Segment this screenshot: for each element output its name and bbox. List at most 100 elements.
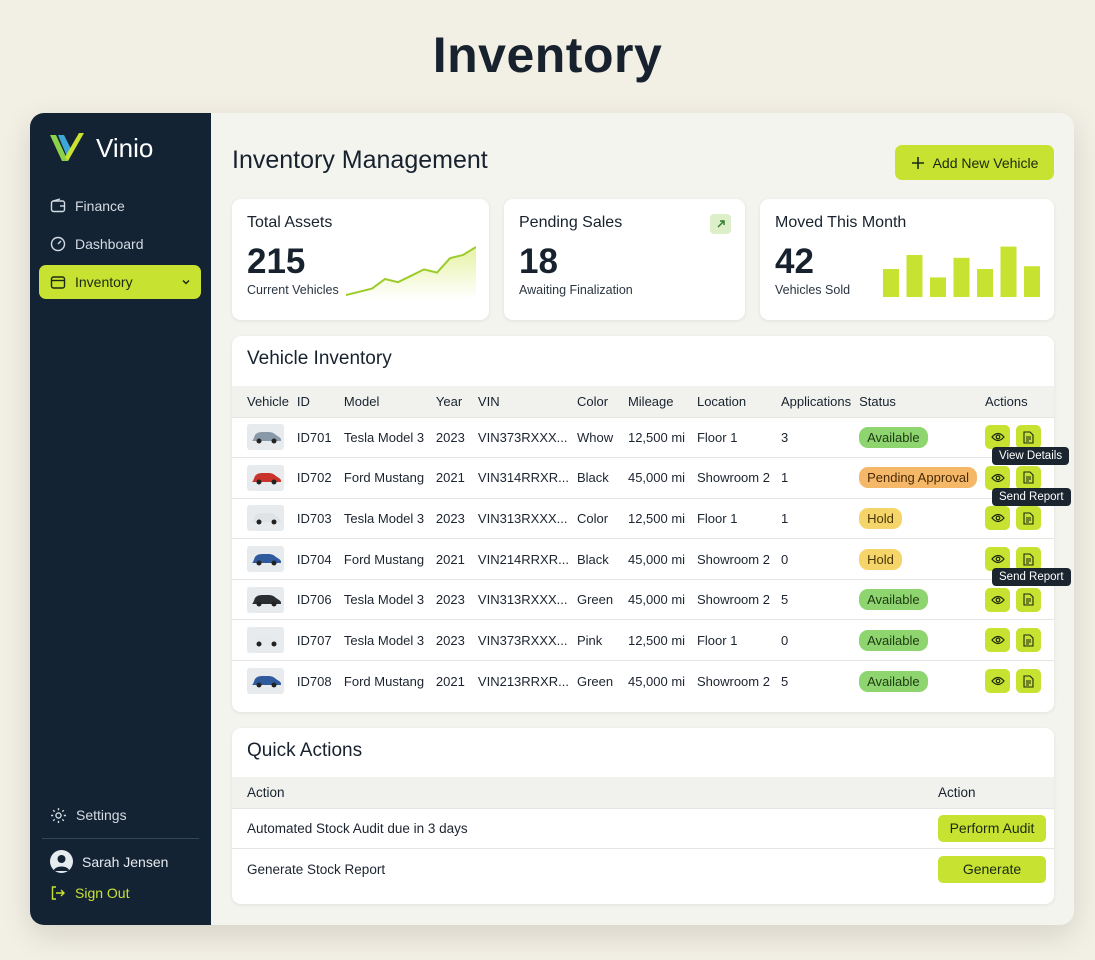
tooltip-send-report: Send Report: [992, 488, 1071, 506]
send-report-button[interactable]: [1016, 669, 1041, 694]
vehicle-thumb-cell: [232, 619, 289, 661]
cell-vin: VIN214RRXR...: [469, 538, 569, 580]
table-row[interactable]: ID708 Ford Mustang 2021 VIN213RRXR... Green 4…: [232, 660, 1054, 702]
view-details-button[interactable]: [985, 425, 1010, 450]
vehicle-thumb-cell: [232, 538, 289, 580]
cell-vin: VIN373RXXX...: [469, 416, 569, 458]
cell-id: ID706: [288, 578, 336, 620]
quick-action-cell: Generate: [930, 848, 1054, 890]
table-row[interactable]: ID701 Tesla Model 3 2023 VIN373RXXX... Whow 1…: [232, 416, 1054, 458]
add-vehicle-button[interactable]: Add New Vehicle: [895, 145, 1054, 180]
generate-button[interactable]: Generate: [938, 855, 1046, 883]
car-image: [247, 424, 284, 451]
vehicle-thumb-cell: [232, 660, 289, 702]
col-vin: VIN: [469, 386, 569, 417]
brand[interactable]: Vinio: [48, 131, 153, 165]
car-image: [247, 668, 284, 695]
table-row[interactable]: ID704 Ford Mustang 2021 VIN214RRXR... Black 4…: [232, 538, 1054, 580]
col-model: Model: [335, 386, 428, 417]
table-row[interactable]: ID706 Tesla Model 3 2023 VIN313RXXX... Green…: [232, 578, 1054, 620]
cell-year: 2023: [427, 619, 470, 661]
vinio-logo-icon: [50, 133, 84, 161]
view-details-button[interactable]: [985, 506, 1010, 531]
gear-icon: [51, 807, 66, 823]
status-badge: Pending Approval: [859, 467, 977, 489]
car-image: [247, 627, 284, 654]
cell-applications: 3: [772, 416, 852, 458]
table-row[interactable]: ID703 Tesla Model 3 2023 VIN313RXXX... Color…: [232, 497, 1054, 539]
status-badge: Hold: [859, 507, 902, 529]
sidebar-item-finance[interactable]: Finance: [39, 189, 201, 223]
cell-model: Tesla Model 3: [335, 416, 428, 458]
cell-color: Whow: [568, 416, 620, 458]
view-details-button[interactable]: [985, 669, 1010, 694]
sign-out-link[interactable]: Sign Out: [50, 885, 129, 901]
cell-status: Pending Approval: [851, 457, 977, 499]
cell-applications: 1: [772, 457, 852, 499]
sidebar-item-dashboard[interactable]: Dashboard: [39, 227, 201, 261]
car-icon: [251, 513, 281, 525]
car-icon: [251, 594, 281, 607]
moved-bar: [906, 255, 923, 297]
sign-out-icon: [51, 886, 65, 900]
cell-color: Green: [568, 578, 620, 620]
sparkline-area: [346, 247, 476, 299]
cell-year: 2021: [427, 660, 470, 702]
section-title: Vehicle Inventory: [247, 348, 392, 369]
table-header-row: Vehicle ID Model Year VIN Color Mileage …: [232, 386, 1054, 417]
wallet-icon: [50, 198, 66, 213]
car-icon: [251, 432, 281, 444]
eye-icon: [990, 677, 1005, 686]
cell-color: Black: [568, 457, 620, 499]
user-profile[interactable]: Sarah Jensen: [50, 850, 168, 873]
moved-bar: [1024, 266, 1040, 297]
box-icon: [50, 276, 66, 289]
cell-applications: 5: [772, 578, 852, 620]
quick-actions-table: Action Action Automated Stock Audit due …: [232, 777, 1054, 890]
cell-status: Available: [851, 578, 977, 620]
eye-icon: [990, 433, 1005, 442]
stat-value: 18: [519, 242, 558, 281]
send-report-button[interactable]: [1016, 547, 1041, 572]
cell-mileage: 12,500 mi: [619, 619, 689, 661]
send-report-button[interactable]: [1016, 628, 1041, 653]
sidebar-item-label: Finance: [75, 198, 125, 214]
send-report-button[interactable]: [1016, 506, 1041, 531]
cell-year: 2021: [427, 538, 470, 580]
status-badge: Available: [859, 670, 928, 692]
app-window: Vinio Finance Dashboard Inventory Settin…: [30, 113, 1074, 925]
view-details-button[interactable]: [985, 547, 1010, 572]
brand-name: Vinio: [96, 132, 154, 163]
send-report-button[interactable]: [1016, 587, 1041, 612]
sidebar-item-label: Inventory: [75, 274, 133, 290]
stat-label: Pending Sales: [519, 214, 623, 231]
cell-mileage: 45,000 mi: [619, 538, 689, 580]
chevron-down-icon: [182, 279, 190, 285]
cell-color: Pink: [568, 619, 620, 661]
send-report-button[interactable]: [1016, 465, 1041, 490]
eye-icon: [990, 554, 1005, 564]
table-row[interactable]: ID702 Ford Mustang 2021 VIN314RRXR... Black 4…: [232, 457, 1054, 499]
sidebar-item-label: Dashboard: [75, 236, 144, 252]
sparkline-chart: [346, 246, 476, 299]
col-year: Year: [427, 386, 470, 417]
main-content: Inventory Management Add New Vehicle Tot…: [211, 113, 1074, 925]
cell-location: Showroom 2: [688, 457, 773, 499]
sidebar-item-inventory[interactable]: Inventory: [39, 265, 201, 299]
moved-bar: [930, 277, 946, 297]
perform-audit-button[interactable]: Perform Audit: [938, 814, 1046, 842]
view-details-button[interactable]: [985, 587, 1010, 612]
cell-mileage: 45,000 mi: [619, 660, 689, 702]
cell-applications: 0: [772, 538, 852, 580]
vehicle-thumb-cell: [232, 416, 289, 458]
table-row[interactable]: ID707 Tesla Model 3 2023 VIN373RXXX... Pink 1…: [232, 619, 1054, 661]
sidebar-item-settings[interactable]: Settings: [39, 798, 201, 832]
view-details-button[interactable]: [985, 628, 1010, 653]
car-icon: [251, 554, 281, 566]
send-report-button[interactable]: [1016, 425, 1041, 450]
page-title: Inventory: [432, 27, 663, 83]
view-details-button[interactable]: [985, 465, 1010, 490]
col-actions: Actions: [977, 386, 1054, 417]
eye-icon: [990, 636, 1005, 645]
car-icon: [251, 676, 281, 688]
